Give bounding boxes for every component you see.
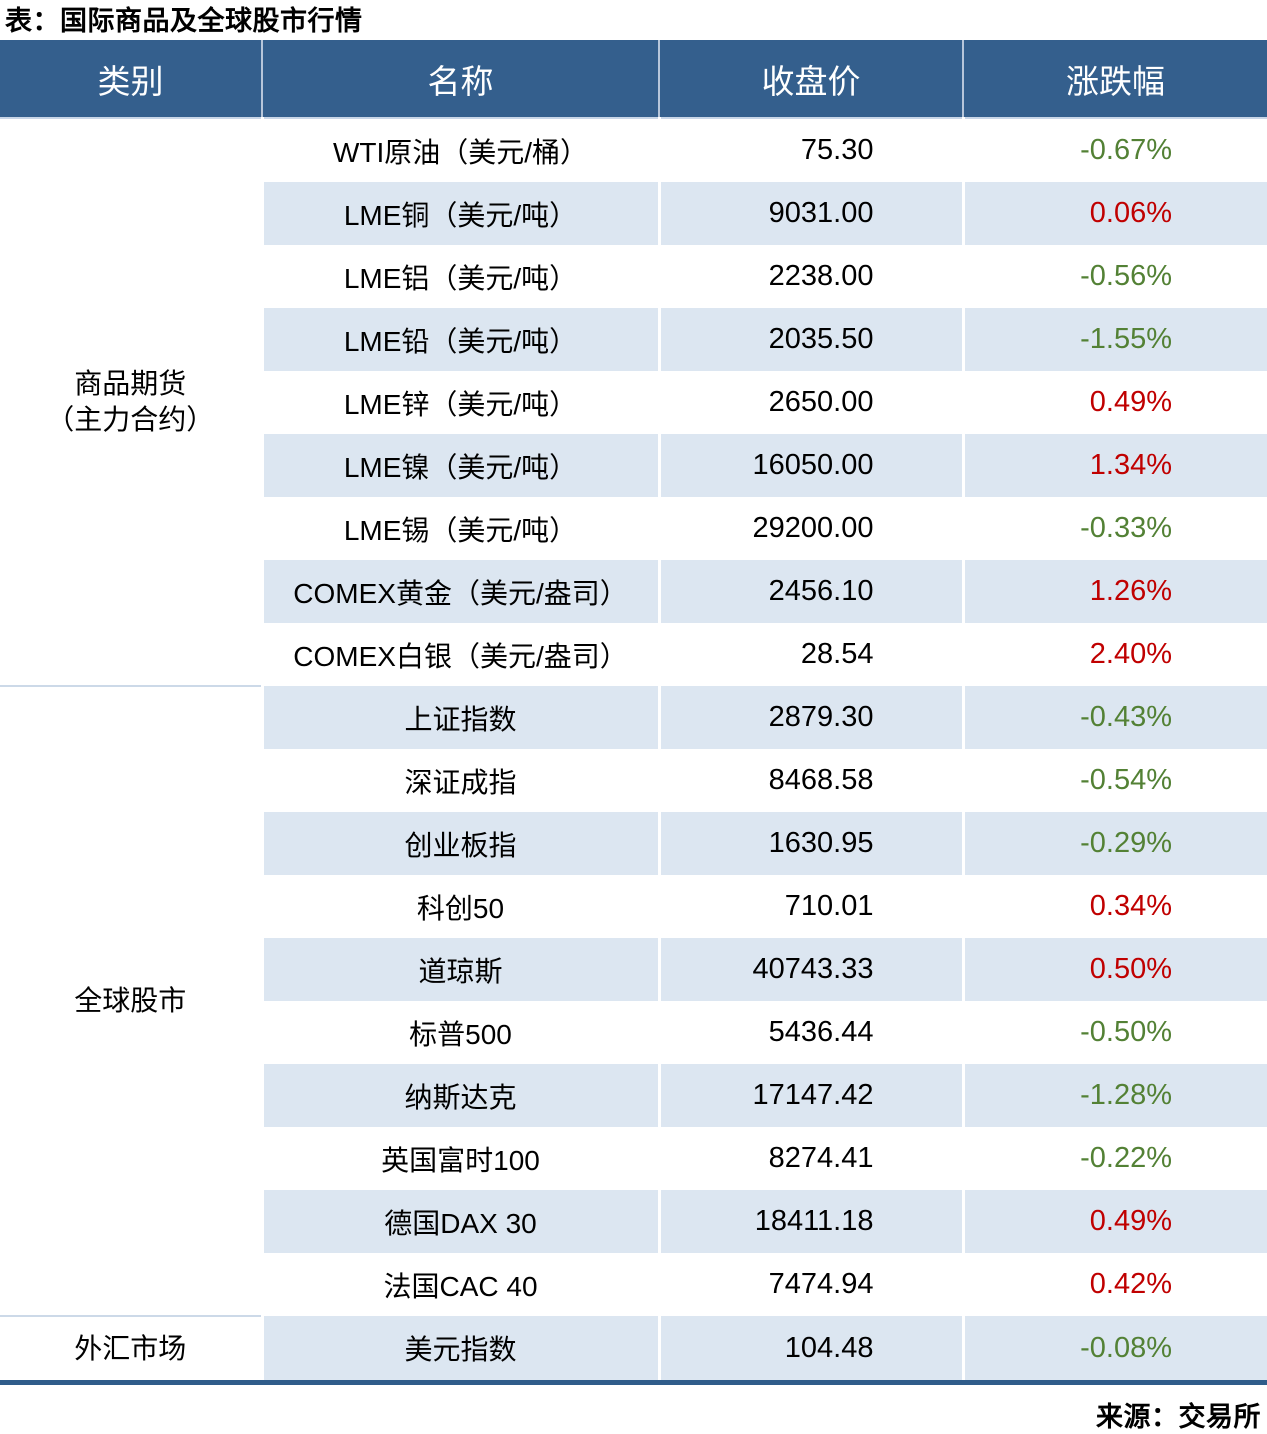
- category-cell: 外汇市场: [0, 1315, 262, 1380]
- source-caption: 来源：交易所: [1096, 1402, 1261, 1432]
- table-row: COMEX黄金（美元/盎司） 2456.10 1.26%: [0, 560, 1267, 623]
- table-row: 法国CAC 40 7474.94 0.42%: [0, 1253, 1267, 1316]
- page-title: 表：国际商品及全球股市行情: [5, 6, 363, 36]
- change-percent-cell: -0.54%: [961, 749, 1267, 812]
- table-row: 全球股市 上证指数 2879.30 -0.43%: [0, 685, 1267, 1316]
- close-price-cell: 8274.41: [657, 1127, 963, 1190]
- close-price-cell: 1630.95: [657, 812, 963, 875]
- table-row: 创业板指 1630.95 -0.29%: [0, 812, 1267, 875]
- change-percent-cell: -0.50%: [961, 1001, 1267, 1064]
- category-cell: 商品期货 （主力合约）: [0, 118, 262, 686]
- name-cell: 德国DAX 30: [260, 1190, 659, 1253]
- name-cell: LME镍（美元/吨）: [260, 434, 659, 497]
- category-label-line: 全球股市: [74, 985, 187, 1016]
- close-price-cell: 2456.10: [657, 560, 963, 623]
- table-row: 科创50 710.01 0.34%: [0, 875, 1267, 938]
- table-header: 类别 名称 收盘价 涨跌幅: [0, 40, 1267, 119]
- name-cell: 道琼斯: [260, 938, 659, 1001]
- change-percent-cell: 2.40%: [961, 623, 1267, 686]
- name-cell: 创业板指: [260, 812, 659, 875]
- change-percent-cell: 0.50%: [961, 938, 1267, 1001]
- change-percent-cell: -0.43%: [961, 686, 1267, 749]
- change-percent-cell: 0.49%: [961, 371, 1267, 434]
- name-cell: 上证指数: [260, 686, 659, 749]
- table-row: 纳斯达克 17147.42 -1.28%: [0, 1064, 1267, 1127]
- close-price-cell: 16050.00: [657, 434, 963, 497]
- close-price-cell: 7474.94: [657, 1253, 963, 1316]
- close-price-cell: 9031.00: [657, 182, 963, 245]
- name-cell: 科创50: [260, 875, 659, 938]
- category-label-line: 外汇市场: [74, 1332, 187, 1364]
- column-header-0: 类别: [0, 40, 262, 119]
- change-percent-cell: -1.28%: [961, 1064, 1267, 1127]
- name-cell: 深证成指: [260, 749, 659, 812]
- close-price-cell: 75.30: [657, 118, 963, 182]
- name-cell: LME铅（美元/吨）: [260, 308, 659, 371]
- change-percent-cell: -0.29%: [961, 812, 1267, 875]
- column-header-1: 名称: [261, 40, 659, 119]
- close-price-cell: 5436.44: [657, 1001, 963, 1064]
- name-cell: 法国CAC 40: [260, 1253, 659, 1316]
- table-row: LME锡（美元/吨） 29200.00 -0.33%: [0, 497, 1267, 560]
- close-price-cell: 8468.58: [657, 749, 963, 812]
- close-price-cell: 2035.50: [657, 308, 963, 371]
- category-label-line: （主力合约）: [46, 404, 215, 435]
- close-price-cell: 28.54: [657, 623, 963, 686]
- change-percent-cell: -0.08%: [961, 1316, 1267, 1380]
- name-cell: LME铝（美元/吨）: [260, 245, 659, 308]
- name-cell: 纳斯达克: [260, 1064, 659, 1127]
- close-price-cell: 710.01: [657, 875, 963, 938]
- table-row: 商品期货 （主力合约） WTI原油（美元/桶） 75.30 -0.67%: [0, 118, 1267, 686]
- change-percent-cell: 1.26%: [961, 560, 1267, 623]
- change-percent-cell: 0.42%: [961, 1253, 1267, 1316]
- table-row: 外汇市场 美元指数 104.48 -0.08%: [0, 1315, 1267, 1380]
- name-cell: 美元指数: [260, 1316, 659, 1380]
- name-cell: 标普500: [260, 1001, 659, 1064]
- table-row: LME镍（美元/吨） 16050.00 1.34%: [0, 434, 1267, 497]
- close-price-cell: 104.48: [657, 1316, 963, 1380]
- table-row: LME锌（美元/吨） 2650.00 0.49%: [0, 371, 1267, 434]
- change-percent-cell: -0.56%: [961, 245, 1267, 308]
- column-header-2: 收盘价: [658, 40, 963, 119]
- table-row: 道琼斯 40743.33 0.50%: [0, 938, 1267, 1001]
- category-cell: 全球股市: [0, 685, 262, 1316]
- name-cell: WTI原油（美元/桶）: [260, 118, 659, 182]
- market-table: 类别 名称 收盘价 涨跌幅 商品期货 （主力合约） WTI原油（美元/桶） 75.30 -0.…: [0, 40, 1267, 1380]
- close-price-cell: 29200.00: [657, 497, 963, 560]
- name-cell: COMEX白银（美元/盎司）: [260, 623, 659, 686]
- close-price-cell: 2238.00: [657, 245, 963, 308]
- change-percent-cell: 0.34%: [961, 875, 1267, 938]
- change-percent-cell: -0.67%: [961, 118, 1267, 182]
- name-cell: 英国富时100: [260, 1127, 659, 1190]
- table-bottom-border: [0, 1380, 1267, 1385]
- table-row: LME铅（美元/吨） 2035.50 -1.55%: [0, 308, 1267, 371]
- name-cell: LME锡（美元/吨）: [260, 497, 659, 560]
- close-price-cell: 2650.00: [657, 371, 963, 434]
- close-price-cell: 17147.42: [657, 1064, 963, 1127]
- change-percent-cell: -1.55%: [961, 308, 1267, 371]
- name-cell: LME铜（美元/吨）: [260, 182, 659, 245]
- table-row: 德国DAX 30 18411.18 0.49%: [0, 1190, 1267, 1253]
- column-header-3: 涨跌幅: [962, 40, 1267, 119]
- close-price-cell: 40743.33: [657, 938, 963, 1001]
- table-row: 标普500 5436.44 -0.50%: [0, 1001, 1267, 1064]
- name-cell: COMEX黄金（美元/盎司）: [260, 560, 659, 623]
- table-row: LME铝（美元/吨） 2238.00 -0.56%: [0, 245, 1267, 308]
- close-price-cell: 2879.30: [657, 686, 963, 749]
- table-row: 深证成指 8468.58 -0.54%: [0, 749, 1267, 812]
- table-row: 英国富时100 8274.41 -0.22%: [0, 1127, 1267, 1190]
- category-label-line: 商品期货: [74, 368, 187, 399]
- change-percent-cell: -0.22%: [961, 1127, 1267, 1190]
- close-price-cell: 18411.18: [657, 1190, 963, 1253]
- change-percent-cell: 0.49%: [961, 1190, 1267, 1253]
- header-row: 类别 名称 收盘价 涨跌幅: [0, 40, 1267, 119]
- table-body: 商品期货 （主力合约） WTI原油（美元/桶） 75.30 -0.67% LME铜（美元/…: [0, 118, 1267, 1380]
- change-percent-cell: 1.34%: [961, 434, 1267, 497]
- table-row: COMEX白银（美元/盎司） 28.54 2.40%: [0, 623, 1267, 686]
- table-row: LME铜（美元/吨） 9031.00 0.06%: [0, 182, 1267, 245]
- change-percent-cell: 0.06%: [961, 182, 1267, 245]
- name-cell: LME锌（美元/吨）: [260, 371, 659, 434]
- change-percent-cell: -0.33%: [961, 497, 1267, 560]
